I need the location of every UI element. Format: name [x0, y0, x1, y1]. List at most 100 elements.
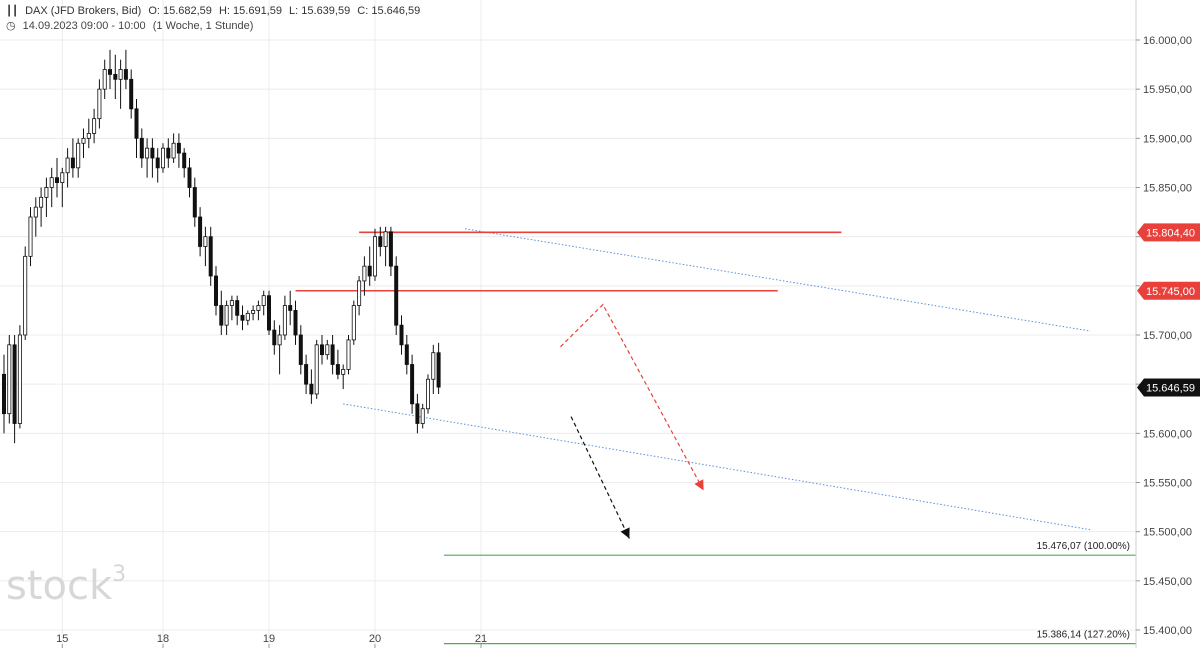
candle-body [277, 334, 282, 346]
ohlc-low: L: 15.639,59 [289, 5, 351, 17]
candle-body [319, 344, 324, 356]
candle-body [208, 236, 213, 277]
trend-channel-line [343, 403, 1091, 531]
time-axis[interactable]: 15 18 19 20 21 [56, 633, 487, 648]
candle-body [86, 133, 91, 139]
candle-body [362, 265, 367, 282]
x-tick-label: 18 [157, 633, 169, 645]
trend-channel-line [465, 228, 1091, 332]
candle-body [44, 187, 49, 198]
candle-body [70, 157, 75, 169]
price-axis[interactable]: 16.000,00 15.950,00 15.900,00 15.850,00 15.8… [1136, 35, 1192, 637]
y-tick-label: 15.950,00 [1143, 84, 1192, 96]
trend-channel [343, 228, 1091, 531]
candle-body [23, 255, 28, 336]
candle-body [410, 364, 415, 405]
scenario-arrow-line [560, 303, 705, 491]
x-tick-label: 21 [475, 633, 487, 645]
candle-body [97, 88, 102, 120]
candle-body [55, 177, 60, 183]
candle-body [129, 78, 134, 110]
candle-body [118, 69, 123, 80]
last-price-badge-label: 15.646,59 [1146, 383, 1195, 395]
candle-body [102, 69, 107, 90]
candle-body [404, 344, 409, 365]
bar-datetime: 14.09.2023 09:00 - 10:00 [22, 20, 146, 32]
candle-body [431, 352, 436, 380]
candle-body [330, 344, 335, 365]
candle-body [372, 236, 377, 277]
resistance-badge-label: 15.804,40 [1146, 227, 1195, 239]
chart-type-icon: ┃┃ [6, 6, 19, 17]
candle-body [192, 187, 197, 218]
candle-body [261, 295, 266, 306]
candle-body [213, 275, 218, 306]
instrument-name: DAX (JFD Brokers, Bid) [25, 5, 142, 17]
ohlc-high: H: 15.691,59 [218, 5, 282, 17]
candle-body [176, 142, 181, 154]
candle-body [182, 152, 187, 169]
chart-range: (1 Woche, 1 Stunde) [152, 20, 254, 32]
candle-body [12, 344, 17, 424]
candle-body [304, 364, 309, 385]
candle-body [76, 142, 81, 169]
y-tick-label: 15.700,00 [1143, 330, 1192, 342]
candle-body [235, 300, 240, 316]
candle-body [293, 310, 298, 336]
candle-body [436, 352, 441, 388]
x-tick-label: 15 [56, 633, 68, 645]
candle-body [33, 206, 38, 218]
candle-body [203, 236, 208, 247]
fib-target-label: 15.476,07 (100.00%) [1037, 541, 1130, 552]
candle-body [388, 231, 393, 267]
candle-body [7, 344, 12, 415]
candle-body [65, 157, 70, 174]
scenario-arrow-head [620, 527, 630, 539]
scenario-arrow-line [570, 416, 630, 539]
y-tick-label: 15.850,00 [1143, 183, 1192, 195]
candle-body [314, 344, 319, 395]
candle-body [139, 137, 144, 159]
candle-body [155, 157, 160, 169]
x-tick-label: 20 [369, 633, 381, 645]
candle-body [39, 196, 44, 208]
y-tick-label: 15.600,00 [1143, 428, 1192, 440]
price-badges: 15.804,40 15.745,00 15.646,59 [1137, 223, 1200, 397]
candle-body [224, 305, 229, 326]
resistance-badge-bg [1137, 223, 1200, 242]
x-tick-label: 19 [263, 633, 275, 645]
candle-body [219, 305, 224, 326]
candle-body [2, 373, 7, 415]
candle-body [341, 369, 346, 375]
candle-body [335, 364, 340, 375]
y-tick-label: 15.400,00 [1143, 625, 1192, 637]
y-tick-label: 15.550,00 [1143, 478, 1192, 490]
candle-body [187, 167, 192, 188]
fib-target-levels: 15.476,07 (100.00%) 15.386,14 (127.20%) [443, 541, 1136, 645]
resistance-levels [295, 231, 842, 292]
candle-body [351, 305, 356, 341]
y-tick-label: 16.000,00 [1143, 35, 1192, 47]
candle-body [81, 137, 86, 144]
y-tick-label: 15.450,00 [1143, 576, 1192, 588]
candle-body [171, 142, 176, 159]
candle-body [282, 305, 287, 336]
candle-body [229, 300, 234, 306]
fib-target-label: 15.386,14 (127.20%) [1037, 630, 1130, 641]
candle-body [49, 177, 54, 188]
scenario-arrows [560, 303, 705, 539]
candle-body [256, 305, 261, 311]
y-tick-label: 15.500,00 [1143, 527, 1192, 539]
candle-body [134, 108, 139, 139]
grid [0, 0, 1136, 648]
candle-body [415, 403, 420, 424]
candle-body [383, 231, 388, 247]
scenario-arrow-head [694, 479, 704, 491]
candle-body [240, 314, 245, 321]
candle-body [17, 334, 22, 424]
candle-body [150, 147, 155, 159]
candle-body [399, 324, 404, 346]
candle-body [160, 147, 165, 169]
candle-body [28, 216, 33, 257]
